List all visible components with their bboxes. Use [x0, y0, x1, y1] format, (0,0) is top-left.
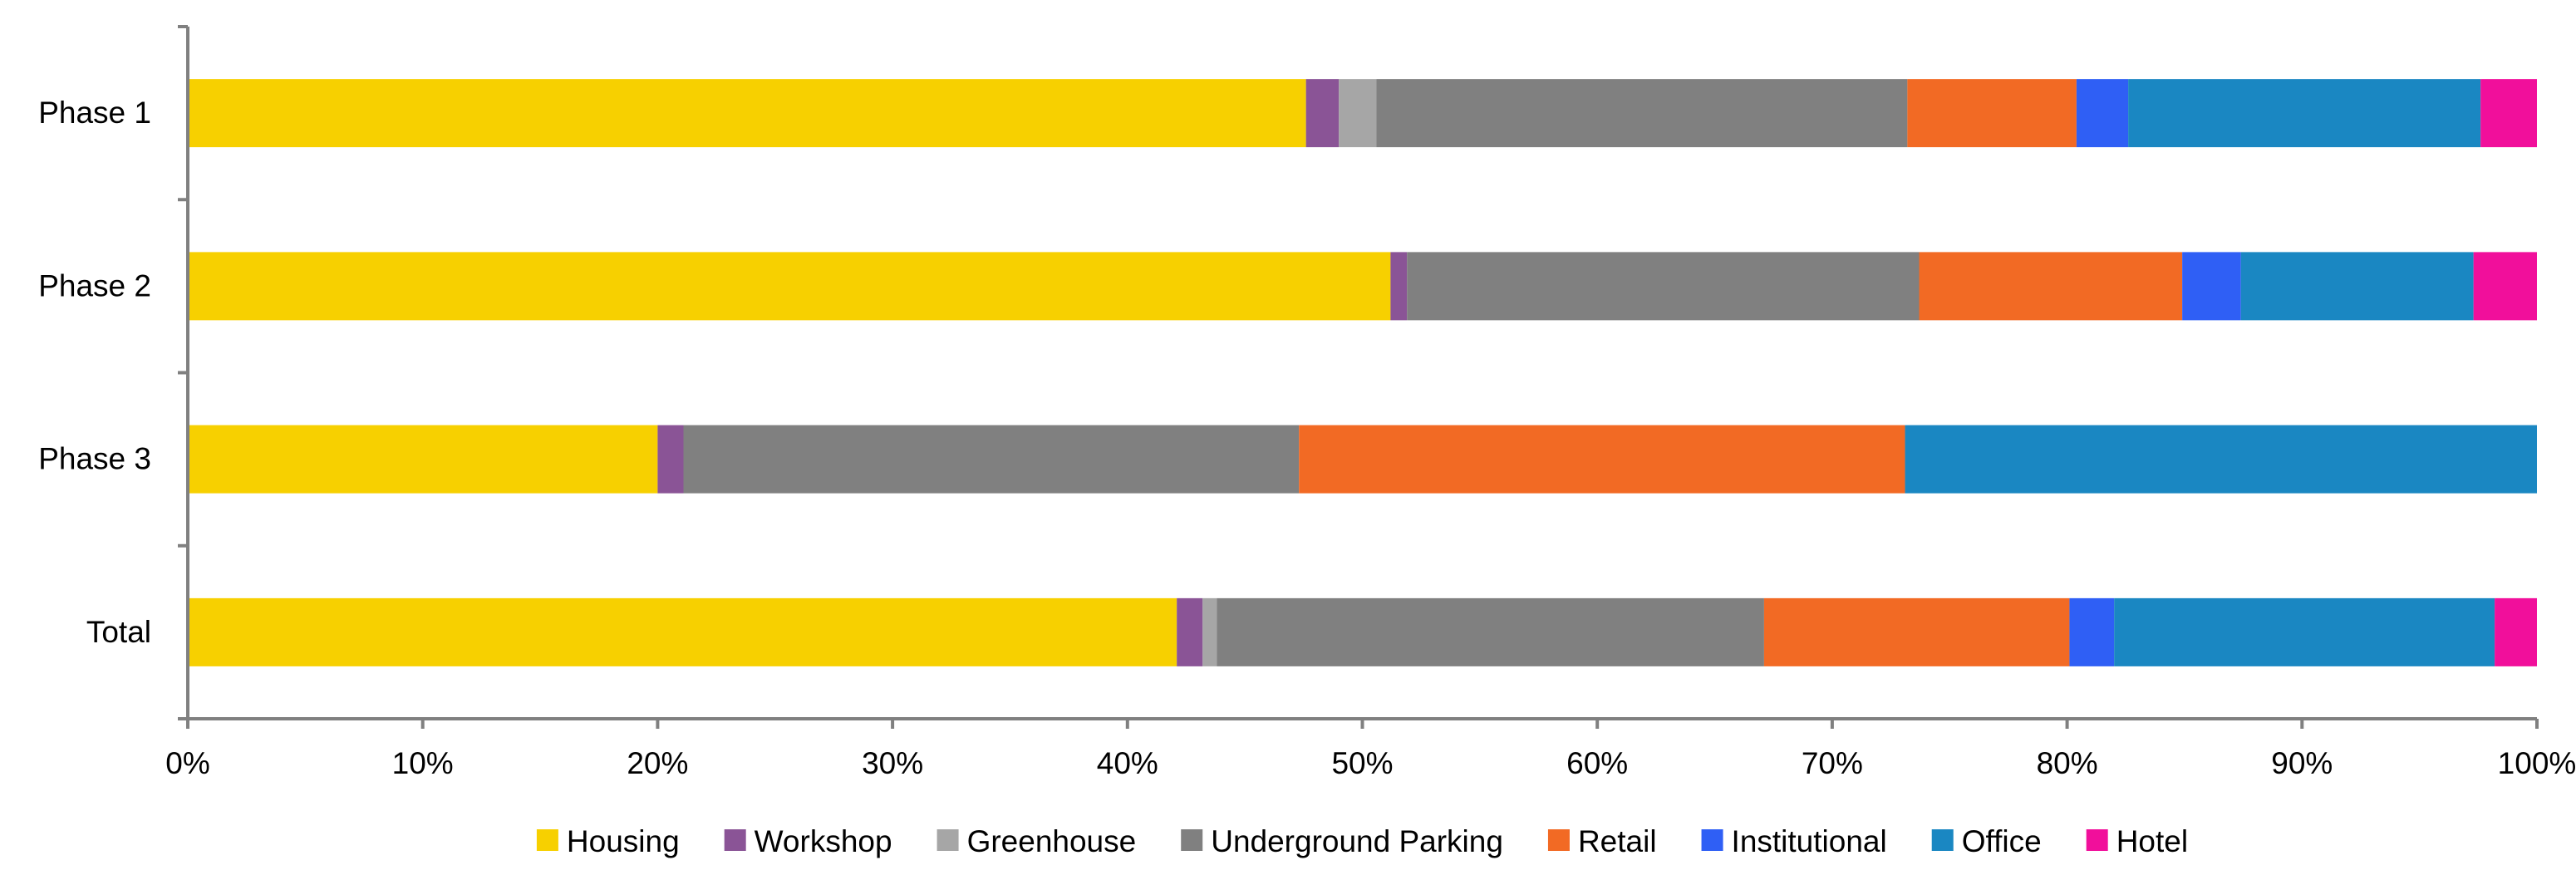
- axes-layer: Phase 1 Phase 2 Phase 3 Total 0% 10% 20% 30% 40%…: [38, 25, 2576, 780]
- bar-segment: [1305, 79, 1340, 148]
- bar-segment: [2495, 597, 2537, 666]
- bar-segment: [657, 425, 684, 494]
- legend-label: Housing: [567, 824, 680, 858]
- bar-segment: [1202, 597, 1217, 666]
- legend-label: Office: [1962, 824, 2042, 858]
- legend-label: Workshop: [755, 824, 892, 858]
- bar-segment: [1299, 425, 1905, 494]
- legend-item: Office: [1931, 824, 2042, 858]
- legend-swatch: [536, 829, 558, 851]
- bar-segment: [188, 79, 1306, 148]
- legend-label: Greenhouse: [967, 824, 1137, 858]
- bar-segment: [1376, 79, 1908, 148]
- bar-segment: [1919, 252, 2183, 321]
- legend-swatch: [1181, 829, 1203, 851]
- legend-label: Hotel: [2116, 824, 2188, 858]
- bar-segment: [2182, 252, 2241, 321]
- legend-item: Institutional: [1701, 824, 1887, 858]
- bar-segment: [683, 425, 1300, 494]
- bar-segment: [1217, 597, 1764, 666]
- legend-item: Greenhouse: [937, 824, 1137, 858]
- legend-item: Workshop: [724, 824, 892, 858]
- legend-item: Housing: [536, 824, 680, 858]
- legend-item: Underground Parking: [1181, 824, 1503, 858]
- bar-segment: [2114, 597, 2495, 666]
- legend-label: Retail: [1578, 824, 1657, 858]
- legend-swatch: [937, 829, 959, 851]
- bar-segment: [1907, 79, 2077, 148]
- x-tick-label: 10%: [392, 746, 454, 780]
- bar-segment: [2128, 79, 2481, 148]
- x-tick-label: 20%: [627, 746, 688, 780]
- legend-swatch: [1701, 829, 1723, 851]
- x-tick-label: 0%: [165, 746, 209, 780]
- bar-segment: [2240, 252, 2474, 321]
- bar-segment: [1339, 79, 1377, 148]
- x-tick-label: 50%: [1331, 746, 1393, 780]
- x-tick-label: 30%: [862, 746, 923, 780]
- legend-swatch: [2086, 829, 2108, 851]
- legend: Housing Workshop Greenhouse Underground Par…: [536, 824, 2188, 858]
- category-label: Phase 1: [38, 96, 151, 130]
- bar-segment: [1390, 252, 1408, 321]
- legend-swatch: [1931, 829, 1954, 851]
- bar-segment: [2069, 597, 2115, 666]
- bar-segment: [188, 425, 658, 494]
- x-tick-label: 60%: [1566, 746, 1628, 780]
- category-label: Phase 2: [38, 268, 151, 302]
- bars-layer: [188, 79, 2537, 666]
- x-tick-label: 90%: [2271, 746, 2333, 780]
- x-tick-label: 40%: [1097, 746, 1158, 780]
- x-tick-label: 80%: [2037, 746, 2098, 780]
- category-label: Phase 3: [38, 442, 151, 476]
- x-tick-label: 70%: [1802, 746, 1863, 780]
- bar-segment: [1177, 597, 1203, 666]
- legend-item: Hotel: [2086, 824, 2188, 858]
- legend-label: Underground Parking: [1211, 824, 1503, 858]
- legend-swatch: [1547, 829, 1570, 851]
- legend-swatch: [724, 829, 746, 851]
- legend-label: Institutional: [1732, 824, 1887, 858]
- category-label: Total: [86, 615, 151, 649]
- x-tick-label: 100%: [2498, 746, 2576, 780]
- legend-item: Retail: [1547, 824, 1657, 858]
- bar-segment: [1407, 252, 1920, 321]
- bar-segment: [188, 252, 1391, 321]
- bar-segment: [2076, 79, 2129, 148]
- bar-segment: [2480, 79, 2537, 148]
- bar-segment: [188, 597, 1177, 666]
- bar-segment: [1905, 425, 2537, 494]
- bar-segment: [1763, 597, 2070, 666]
- bar-segment: [2473, 252, 2537, 321]
